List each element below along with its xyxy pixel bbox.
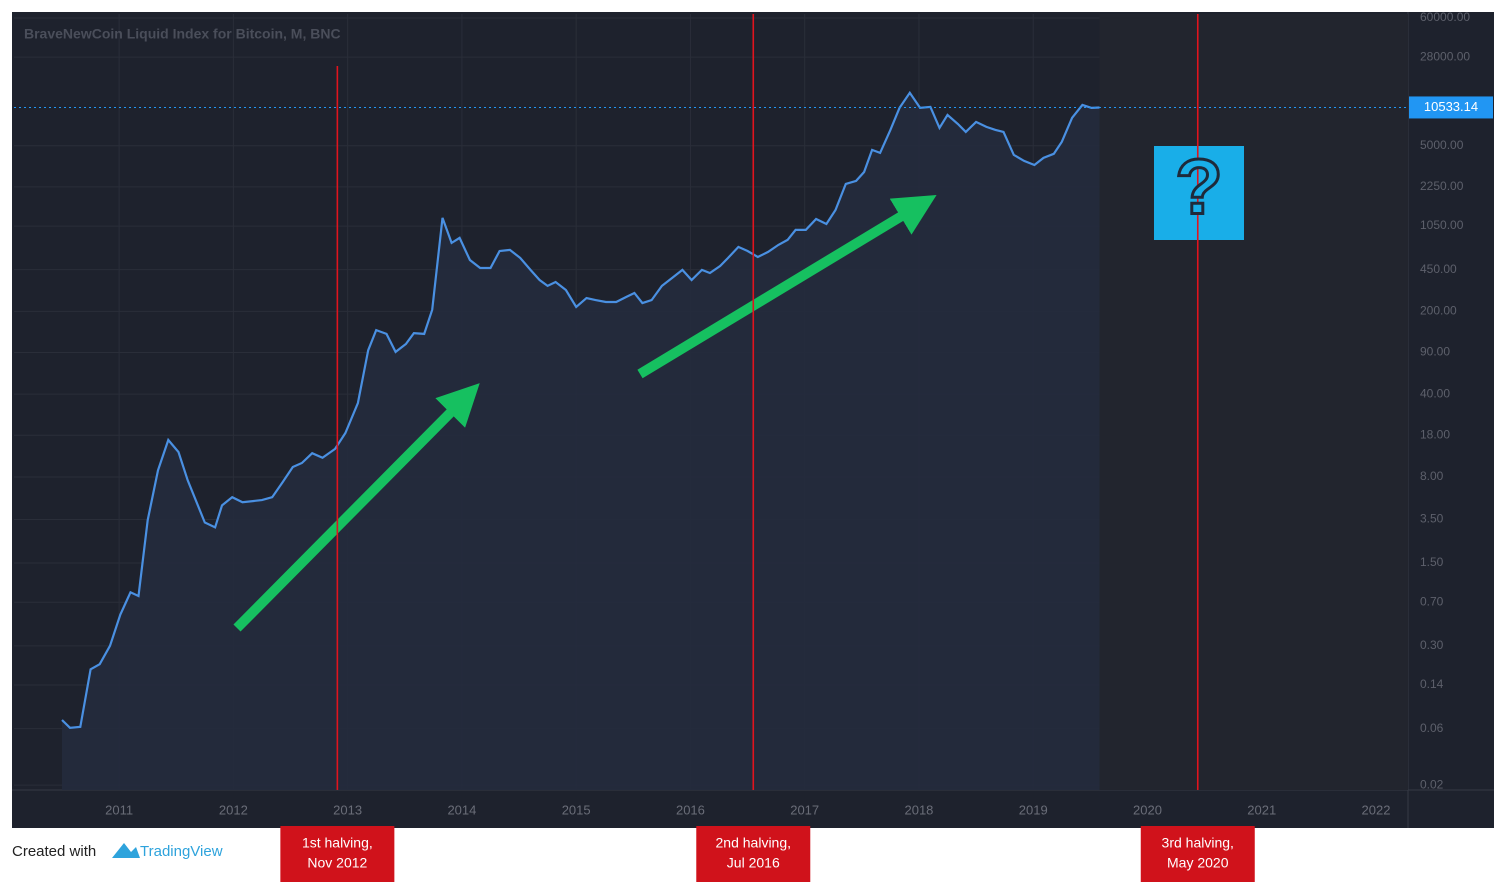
halving-label: May 2020 (1167, 855, 1229, 871)
x-tick-label: 2020 (1133, 802, 1162, 817)
x-tick-label: 2012 (219, 802, 248, 817)
y-tick-label: 1.50 (1420, 555, 1444, 569)
y-tick-label: 60000.00 (1420, 10, 1470, 24)
y-tick-label: 1050.00 (1420, 218, 1464, 232)
halving-label: 3rd halving, (1162, 835, 1234, 851)
y-tick-label: 18.00 (1420, 427, 1450, 441)
footer-brand[interactable]: TradingView (140, 843, 223, 860)
trend-arrows (233, 194, 937, 632)
last-price-label: 10533.14 (1424, 99, 1478, 114)
y-tick-label: 0.06 (1420, 721, 1444, 735)
y-tick-label: 28000.00 (1420, 49, 1470, 63)
chart-title: BraveNewCoin Liquid Index for Bitcoin, M… (24, 26, 341, 42)
x-tick-label: 2017 (790, 802, 819, 817)
footer-text: Created with (12, 843, 96, 860)
price-line (61, 90, 1100, 729)
plot (14, 14, 1408, 791)
halving-label: 1st halving, (302, 835, 373, 851)
area-fill (62, 92, 1100, 791)
y-tick-label: 450.00 (1420, 262, 1457, 276)
x-tick-label: 2015 (562, 802, 591, 817)
y-tick-label: 40.00 (1420, 386, 1450, 400)
last-price-box (1409, 96, 1493, 119)
callout-text: ? (1175, 143, 1223, 231)
x-tick-label: 2018 (904, 802, 933, 817)
y-tick-label: 5000.00 (1420, 138, 1464, 152)
annotations (336, 14, 1199, 790)
halving-label: Jul 2016 (727, 855, 780, 871)
halving-label-box (1140, 826, 1255, 882)
future-region (1099, 14, 1408, 790)
x-tick-label: 2019 (1019, 802, 1048, 817)
x-tick-label: 2022 (1362, 802, 1391, 817)
trend-arrow (637, 194, 937, 379)
y-tick-label: 0.30 (1420, 638, 1444, 652)
y-tick-label: 0.14 (1420, 677, 1444, 691)
y-tick-label: 2250.00 (1420, 179, 1464, 193)
x-tick-label: 2011 (105, 802, 133, 817)
brand-logo (112, 843, 140, 858)
x-tick-label: 2014 (447, 802, 476, 817)
y-tick-label: 0.70 (1420, 594, 1444, 608)
halving-label: 2nd halving, (716, 835, 792, 851)
halving-label-box (696, 826, 811, 882)
y-tick-label: 3.50 (1420, 512, 1444, 526)
y-tick-label: 0.02 (1420, 777, 1444, 791)
y-tick-label: 8.00 (1420, 469, 1444, 483)
x-tick-label: 2016 (676, 802, 705, 817)
price-axis (1408, 12, 1494, 828)
y-tick-label: 200.00 (1420, 304, 1457, 318)
callout-box (1154, 146, 1244, 240)
halving-label-box (280, 826, 395, 882)
trend-arrow (233, 383, 480, 632)
halving-label: Nov 2012 (307, 855, 367, 871)
y-tick-label: 90.00 (1420, 345, 1450, 359)
x-tick-label: 2013 (333, 802, 362, 817)
x-tick-label: 2021 (1247, 802, 1276, 817)
